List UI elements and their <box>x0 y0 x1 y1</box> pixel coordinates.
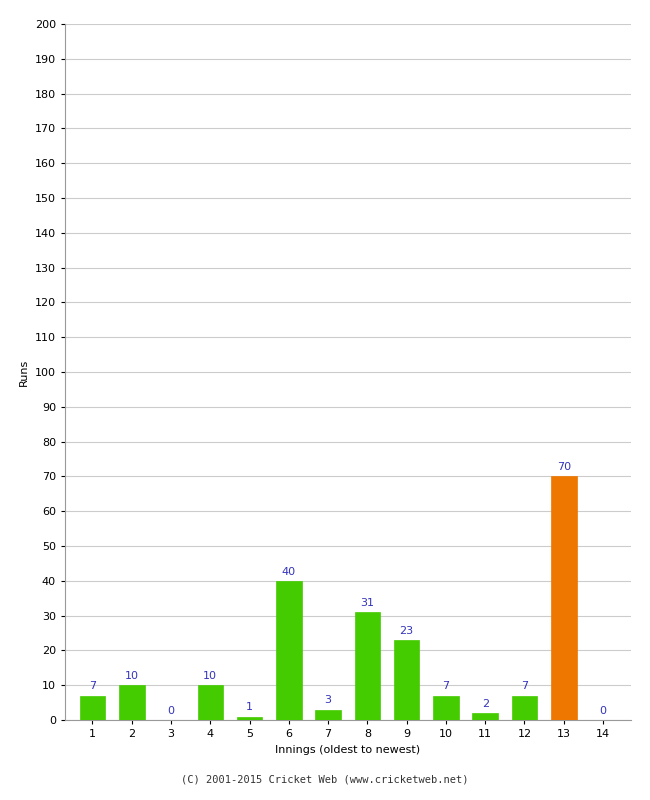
Text: 7: 7 <box>89 682 96 691</box>
Text: 0: 0 <box>168 706 175 716</box>
Text: 40: 40 <box>282 566 296 577</box>
Text: (C) 2001-2015 Cricket Web (www.cricketweb.net): (C) 2001-2015 Cricket Web (www.cricketwe… <box>181 774 469 784</box>
Text: 10: 10 <box>203 671 217 681</box>
Text: 7: 7 <box>521 682 528 691</box>
Bar <box>433 696 459 720</box>
Text: 1: 1 <box>246 702 253 712</box>
Text: 10: 10 <box>125 671 138 681</box>
Bar <box>119 685 144 720</box>
Text: 31: 31 <box>360 598 374 608</box>
Bar <box>473 713 498 720</box>
Bar <box>198 685 223 720</box>
Bar <box>80 696 105 720</box>
Text: 7: 7 <box>443 682 450 691</box>
Bar <box>512 696 538 720</box>
Bar <box>315 710 341 720</box>
Text: 2: 2 <box>482 699 489 709</box>
Bar <box>551 476 577 720</box>
Bar <box>394 640 419 720</box>
X-axis label: Innings (oldest to newest): Innings (oldest to newest) <box>275 745 421 754</box>
Bar <box>237 717 263 720</box>
Text: 0: 0 <box>599 706 606 716</box>
Text: 3: 3 <box>324 695 332 706</box>
Text: 70: 70 <box>556 462 571 472</box>
Bar <box>276 581 302 720</box>
Bar <box>355 612 380 720</box>
Text: 23: 23 <box>400 626 413 636</box>
Y-axis label: Runs: Runs <box>20 358 29 386</box>
